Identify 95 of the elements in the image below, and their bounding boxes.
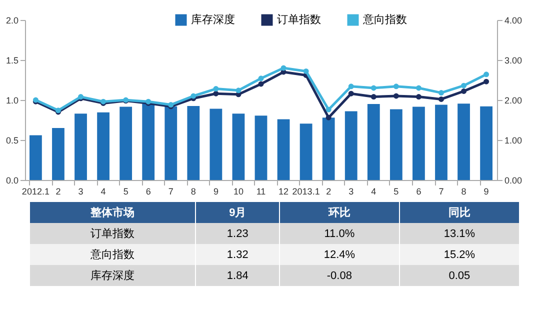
x-tick-label: 6 bbox=[416, 186, 422, 196]
text: 13.1% bbox=[399, 223, 520, 244]
point bbox=[438, 90, 444, 96]
x-tick-label: 5 bbox=[394, 186, 399, 196]
x-tick-label: 2013.1 bbox=[292, 186, 320, 196]
bar bbox=[142, 104, 155, 180]
bar bbox=[74, 114, 87, 180]
text: 库存深度 bbox=[30, 265, 196, 286]
bar bbox=[210, 108, 222, 180]
y-tick-label: 2.0 bbox=[6, 16, 18, 26]
text: 整体市场 bbox=[30, 202, 196, 223]
y2-tick-label: 2.00 bbox=[504, 96, 522, 106]
bar bbox=[322, 118, 335, 180]
point bbox=[370, 94, 376, 100]
x-tick-label: 2 bbox=[56, 186, 61, 196]
text: 1.84 bbox=[196, 265, 280, 286]
text: 同比 bbox=[399, 202, 520, 223]
y2-tick-label: 0.00 bbox=[504, 176, 522, 186]
text: 环比 bbox=[279, 202, 400, 223]
y-tick-label: 1.5 bbox=[6, 56, 18, 66]
bar bbox=[232, 114, 245, 180]
bar bbox=[480, 106, 492, 180]
point bbox=[326, 106, 332, 112]
x-tick-label: 11 bbox=[256, 186, 266, 196]
bar bbox=[254, 116, 268, 180]
y2-tick-label: 4.00 bbox=[504, 16, 522, 26]
point bbox=[438, 96, 444, 102]
x-tick-label: 9 bbox=[484, 186, 489, 196]
text: 11.0% bbox=[279, 223, 400, 244]
point bbox=[393, 93, 399, 99]
point bbox=[280, 65, 286, 71]
x-tick-label: 7 bbox=[438, 186, 444, 196]
bar bbox=[164, 106, 178, 180]
text: 1.23 bbox=[196, 223, 280, 244]
legend-label: 订单指数 bbox=[277, 13, 321, 26]
point bbox=[326, 114, 332, 120]
text: 0.05 bbox=[399, 265, 520, 286]
x-tick-label: 7 bbox=[168, 186, 174, 196]
bar bbox=[30, 135, 42, 180]
text: -0.08 bbox=[279, 265, 400, 286]
bar bbox=[435, 104, 448, 180]
x-tick-label: 4 bbox=[100, 186, 106, 196]
y-tick-label: 0.0 bbox=[6, 176, 18, 186]
point bbox=[461, 88, 467, 94]
legend-label: 意向指数 bbox=[362, 13, 407, 26]
bar bbox=[367, 104, 380, 180]
point bbox=[213, 90, 219, 96]
point bbox=[213, 86, 219, 92]
x-tick-label: 2012.1 bbox=[22, 186, 50, 196]
x-tick-label: 5 bbox=[123, 186, 128, 196]
point bbox=[416, 85, 422, 91]
point bbox=[236, 88, 242, 94]
point bbox=[190, 93, 196, 99]
x-tick-label: 2 bbox=[326, 186, 332, 196]
text: 意向指数 bbox=[30, 244, 196, 265]
point bbox=[484, 78, 490, 84]
point bbox=[348, 90, 354, 96]
bar bbox=[458, 104, 470, 180]
point bbox=[393, 84, 399, 90]
y-tick-label: 1.0 bbox=[6, 96, 18, 106]
x-tick-label: 3 bbox=[78, 186, 84, 196]
point bbox=[303, 68, 309, 74]
text: 12.4% bbox=[279, 244, 400, 265]
point bbox=[484, 72, 490, 78]
point bbox=[370, 85, 376, 91]
x-tick-label: 3 bbox=[348, 186, 354, 196]
bar bbox=[300, 124, 312, 180]
point bbox=[461, 82, 467, 88]
bar bbox=[390, 109, 402, 180]
x-tick-label: 8 bbox=[190, 186, 196, 196]
text: 9月 bbox=[196, 202, 280, 223]
x-tick-label: 6 bbox=[146, 186, 151, 196]
x-tick-label: 4 bbox=[371, 186, 376, 196]
x-tick-label: 8 bbox=[461, 186, 466, 196]
legend-label: 库存深度 bbox=[191, 13, 235, 26]
bar bbox=[52, 128, 64, 180]
y-tick-label: 0.5 bbox=[6, 136, 18, 146]
bar bbox=[277, 119, 290, 180]
bar bbox=[344, 111, 358, 180]
bar bbox=[187, 106, 200, 180]
y2-tick-label: 3.00 bbox=[504, 56, 522, 66]
text: 1.32 bbox=[196, 244, 280, 265]
bar bbox=[120, 106, 132, 180]
bar bbox=[412, 106, 425, 180]
text: 15.2% bbox=[399, 244, 520, 265]
point bbox=[258, 81, 264, 87]
text: 订单指数 bbox=[30, 223, 196, 244]
x-tick-label: 9 bbox=[213, 186, 218, 196]
bar bbox=[97, 112, 110, 180]
point bbox=[348, 84, 354, 90]
x-tick-label: 10 bbox=[233, 186, 244, 196]
y2-tick-label: 1.00 bbox=[504, 136, 522, 146]
point bbox=[258, 76, 264, 82]
point bbox=[416, 94, 422, 100]
x-tick-label: 12 bbox=[278, 186, 289, 196]
